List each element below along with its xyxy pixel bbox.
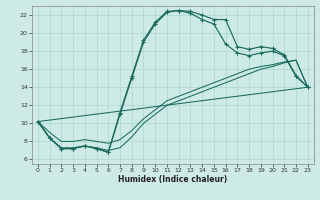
- X-axis label: Humidex (Indice chaleur): Humidex (Indice chaleur): [118, 175, 228, 184]
